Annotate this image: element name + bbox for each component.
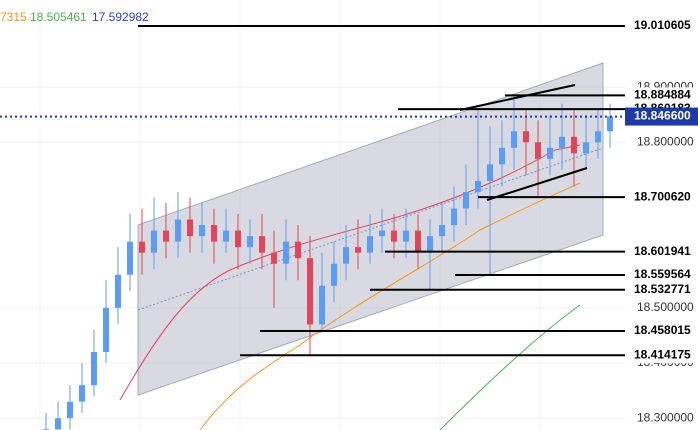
y-tick-label: 18.500000 bbox=[637, 300, 694, 314]
ma-short bbox=[119, 144, 581, 401]
level-box bbox=[625, 87, 698, 104]
current-price-label: 18.846600 bbox=[634, 109, 691, 123]
candle-body bbox=[355, 247, 361, 253]
candle-body bbox=[307, 258, 313, 325]
candle-body bbox=[559, 136, 565, 148]
candle-body bbox=[103, 307, 109, 353]
candle-body bbox=[571, 136, 577, 154]
candle-body bbox=[271, 252, 277, 264]
candle-body bbox=[163, 230, 169, 242]
candle-body bbox=[91, 352, 97, 386]
candle-body bbox=[139, 241, 145, 253]
trend-line bbox=[486, 167, 588, 201]
candle-body bbox=[55, 418, 61, 430]
candle-body bbox=[475, 180, 481, 192]
candle-body bbox=[595, 131, 601, 143]
candle-body bbox=[535, 142, 541, 159]
level-label: 18.884884 bbox=[634, 88, 691, 102]
level-label: 18.458015 bbox=[634, 323, 691, 337]
candle-body bbox=[343, 247, 349, 264]
level-label: 18.532771 bbox=[634, 282, 691, 296]
candle-body bbox=[403, 230, 409, 242]
candle-body bbox=[607, 116, 613, 132]
candle-body bbox=[379, 230, 385, 237]
candle-body bbox=[487, 164, 493, 181]
level-box bbox=[625, 323, 698, 340]
candle-body bbox=[463, 191, 469, 209]
legend-value: 17.592982 bbox=[92, 10, 149, 24]
candle-body bbox=[199, 225, 205, 237]
level-box bbox=[625, 266, 698, 283]
legend-value: 18.505461 bbox=[30, 10, 87, 24]
trend-line bbox=[459, 84, 576, 111]
candle-body bbox=[511, 131, 517, 148]
candle-body bbox=[499, 147, 505, 165]
candle-body bbox=[439, 225, 445, 237]
level-box bbox=[625, 281, 698, 298]
ma-long bbox=[439, 304, 581, 430]
candle-body bbox=[583, 142, 589, 154]
level-label: 18.559564 bbox=[634, 267, 691, 281]
candle-body bbox=[547, 147, 553, 159]
y-tick-label: 18.800000 bbox=[637, 134, 694, 148]
candle-body bbox=[223, 230, 229, 242]
candle-body bbox=[331, 263, 337, 286]
candle-body bbox=[295, 241, 301, 259]
candle-body bbox=[427, 236, 433, 253]
level-box bbox=[625, 189, 698, 206]
level-box bbox=[625, 243, 698, 260]
current-price-box bbox=[625, 107, 698, 126]
candles bbox=[43, 95, 613, 430]
candle-body bbox=[415, 230, 421, 253]
candle-body bbox=[283, 241, 289, 264]
candle-body bbox=[319, 285, 325, 325]
level-label: 18.601941 bbox=[634, 244, 691, 258]
candle-body bbox=[523, 131, 529, 143]
level-label: 19.010605 bbox=[634, 18, 691, 32]
candle-body bbox=[391, 230, 397, 242]
candle-body bbox=[211, 225, 217, 242]
candle-body bbox=[79, 385, 85, 402]
candle-body bbox=[451, 208, 457, 226]
candle-body bbox=[115, 274, 121, 308]
candle-body bbox=[367, 236, 373, 253]
candle-body bbox=[235, 230, 241, 248]
candle-body bbox=[259, 236, 265, 253]
level-box bbox=[625, 347, 698, 364]
levels: 19.01060518.88488418.86018318.70062018.6… bbox=[0, 18, 698, 364]
candle-body bbox=[151, 230, 157, 253]
candle-body bbox=[187, 219, 193, 237]
level-box bbox=[625, 18, 698, 35]
candle-body bbox=[127, 241, 133, 275]
candle-body bbox=[67, 401, 73, 419]
level-label: 18.700620 bbox=[634, 189, 691, 203]
legend-value: 7315 bbox=[0, 10, 27, 24]
candle-body bbox=[247, 236, 253, 248]
y-tick-label: 18.300000 bbox=[637, 410, 694, 424]
level-label: 18.414175 bbox=[634, 347, 691, 361]
candle-body bbox=[175, 219, 181, 242]
